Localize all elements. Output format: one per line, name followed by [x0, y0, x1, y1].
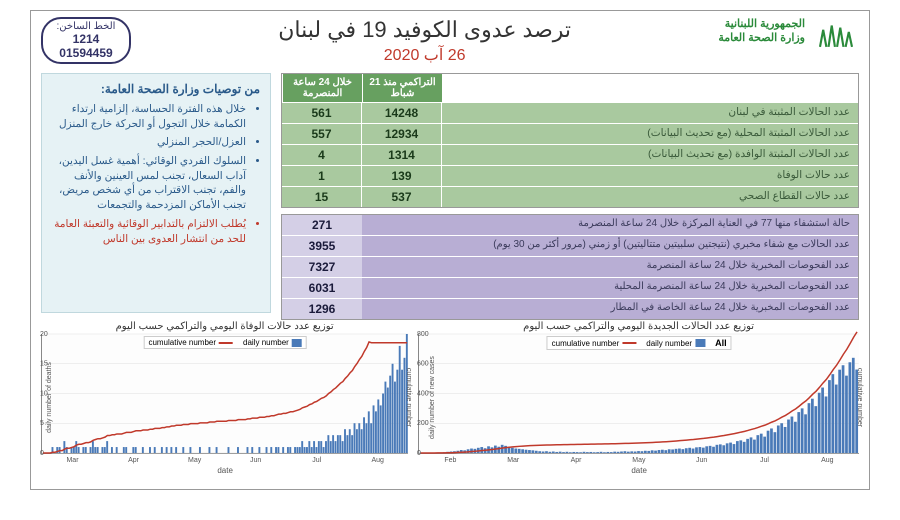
svg-text:5: 5: [40, 420, 44, 427]
header: الجمهورية اللبنانية وزارة الصحة العامة ت…: [41, 17, 859, 65]
stats2-row: عدد الفحوصات المخبرية خلال 24 ساعة المنص…: [282, 256, 858, 277]
svg-text:Jul: Jul: [312, 457, 321, 464]
recommendations-box: من توصيات وزارة الصحة العامة: خلال هذه ا…: [41, 73, 271, 313]
report-frame: الجمهورية اللبنانية وزارة الصحة العامة ت…: [30, 10, 870, 490]
stats2-val: 3955: [282, 236, 362, 256]
stats-row: عدد الحالات المثبتة المحلية (مع تحديث ال…: [282, 123, 858, 144]
stats2-row: حالة استشفاء منها 77 في العناية المركزة …: [282, 215, 858, 235]
stats-24h: 15: [282, 187, 362, 207]
svg-text:800: 800: [417, 331, 429, 338]
moh-logo-icon: [813, 17, 859, 49]
stats2-label: عدد الفحوصات المخبرية خلال 24 ساعة المنص…: [362, 257, 858, 277]
stats-row: عدد الحالات المثبتة في لبنان14248561: [282, 102, 858, 123]
org-line2: وزارة الصحة العامة: [718, 31, 805, 45]
stats2-val: 271: [282, 215, 362, 235]
stats-col: التراكمي منذ 21 شباط خلال 24 ساعة المنصر…: [281, 73, 859, 313]
stats2-row: عدد الحالات مع شفاء مخبري (نتيجتين سلبيت…: [282, 235, 858, 256]
stats-table-2: حالة استشفاء منها 77 في العناية المركزة …: [281, 214, 859, 320]
stats2-val: 1296: [282, 299, 362, 319]
stats-label: عدد الحالات المثبتة الوافدة (مع تحديث ال…: [442, 145, 858, 165]
stats2-label: عدد الحالات مع شفاء مخبري (نتيجتين سلبيت…: [362, 236, 858, 256]
stats-row: عدد حالات القطاع الصحي53715: [282, 186, 858, 207]
stats-label: عدد حالات الوفاة: [442, 166, 858, 186]
svg-text:Jun: Jun: [250, 457, 261, 464]
svg-text:0: 0: [417, 450, 421, 457]
stats-24h: 1: [282, 166, 362, 186]
stats2-label: حالة استشفاء منها 77 في العناية المركزة …: [362, 215, 858, 235]
svg-text:400: 400: [417, 390, 429, 397]
svg-text:Mar: Mar: [66, 457, 79, 464]
stats2-row: عدد الفحوصات المخبرية خلال 24 ساعة المنص…: [282, 277, 858, 298]
report-date: 26 آب 2020: [131, 45, 718, 65]
svg-text:Jun: Jun: [696, 457, 707, 464]
svg-text:200: 200: [417, 420, 429, 427]
col-head-24h: خلال 24 ساعة المنصرمة: [282, 74, 362, 102]
stats-row: عدد حالات الوفاة1391: [282, 165, 858, 186]
stats-label: عدد الحالات المثبتة في لبنان: [442, 103, 858, 123]
hotline-label: الخط الساخن:: [55, 21, 117, 32]
stats-cum: 14248: [362, 103, 442, 123]
col-head-cum: التراكمي منذ 21 شباط: [362, 74, 442, 102]
reco-item: خلال هذه الفترة الحساسة، إلزامية ارتداء …: [52, 102, 246, 131]
page-title: ترصد عدوى الكوفيد 19 في لبنان: [131, 17, 718, 43]
cases-ylabel-right: cumulative number: [856, 367, 863, 426]
content-row: التراكمي منذ 21 شباط خلال 24 ساعة المنصر…: [41, 73, 859, 313]
cases-ylabel-left: daily number of new cases: [429, 356, 436, 439]
cases-all-label: All: [715, 338, 727, 348]
svg-text:Aug: Aug: [821, 457, 834, 464]
svg-text:600: 600: [417, 361, 429, 368]
cases-legend: All daily number cumulative number: [547, 336, 732, 350]
org-line1: الجمهورية اللبنانية: [718, 17, 805, 31]
stats-cum: 139: [362, 166, 442, 186]
stats-label: عدد الحالات المثبتة المحلية (مع تحديث ال…: [442, 124, 858, 144]
hotline-2: 01594459: [55, 46, 117, 60]
svg-text:Aug: Aug: [372, 457, 385, 464]
svg-text:20: 20: [40, 331, 48, 338]
reco-col: من توصيات وزارة الصحة العامة: خلال هذه ا…: [41, 73, 271, 313]
svg-text:Apr: Apr: [571, 457, 583, 464]
svg-text:Jul: Jul: [760, 457, 769, 464]
cases-chart: توزيع عدد الحالات الجديدة اليومي والتراك…: [418, 321, 859, 471]
stats2-val: 7327: [282, 257, 362, 277]
stats-table-1: التراكمي منذ 21 شباط خلال 24 ساعة المنصر…: [281, 73, 859, 208]
svg-text:May: May: [188, 457, 202, 464]
svg-text:Mar: Mar: [507, 457, 520, 464]
charts-row: توزيع عدد الحالات الجديدة اليومي والتراك…: [41, 321, 859, 471]
deaths-xlabel: date: [217, 466, 233, 475]
stats-cum: 537: [362, 187, 442, 207]
reco-item: السلوك الفردي الوقائي: أهمية غسل اليدين،…: [52, 154, 246, 213]
cases-xlabel: date: [631, 466, 647, 475]
stats-24h: 561: [282, 103, 362, 123]
stats-24h: 4: [282, 145, 362, 165]
stats-cum: 12934: [362, 124, 442, 144]
cases-chart-title: توزيع عدد الحالات الجديدة اليومي والتراك…: [418, 321, 859, 332]
stats2-label: عدد الفحوصات المخبرية خلال 24 ساعة الخاص…: [362, 299, 858, 319]
deaths-legend: daily number cumulative number: [143, 336, 306, 349]
stats-24h: 557: [282, 124, 362, 144]
title-block: ترصد عدوى الكوفيد 19 في لبنان 26 آب 2020: [131, 17, 718, 65]
svg-text:Apr: Apr: [128, 457, 140, 464]
stats-cum: 1314: [362, 145, 442, 165]
stats-label: عدد حالات القطاع الصحي: [442, 187, 858, 207]
stats-row: عدد الحالات المثبتة الوافدة (مع تحديث ال…: [282, 144, 858, 165]
stats2-row: عدد الفحوصات المخبرية خلال 24 ساعة الخاص…: [282, 298, 858, 319]
svg-text:May: May: [633, 457, 647, 464]
reco-item-warn: يُطلب الالتزام بالتدابير الوقائية والتعب…: [52, 217, 246, 246]
stats2-val: 6031: [282, 278, 362, 298]
reco-title: من توصيات وزارة الصحة العامة:: [52, 82, 260, 96]
svg-text:Feb: Feb: [445, 457, 457, 464]
deaths-chart-title: توزيع عدد حالات الوفاة اليومي والتراكمي …: [41, 321, 408, 332]
deaths-ylabel-right: cumulative number: [405, 367, 412, 426]
reco-item: العزل/الحجر المنزلي: [52, 135, 246, 150]
hotline-badge: الخط الساخن: 1214 01594459: [41, 17, 131, 64]
hotline-1: 1214: [55, 32, 117, 46]
stats2-label: عدد الفحوصات المخبرية خلال 24 ساعة المنص…: [362, 278, 858, 298]
org-block: الجمهورية اللبنانية وزارة الصحة العامة: [718, 17, 859, 49]
deaths-chart: توزيع عدد حالات الوفاة اليومي والتراكمي …: [41, 321, 408, 471]
reco-list: خلال هذه الفترة الحساسة، إلزامية ارتداء …: [52, 102, 260, 246]
deaths-ylabel-left: daily number of deaths: [46, 362, 53, 433]
